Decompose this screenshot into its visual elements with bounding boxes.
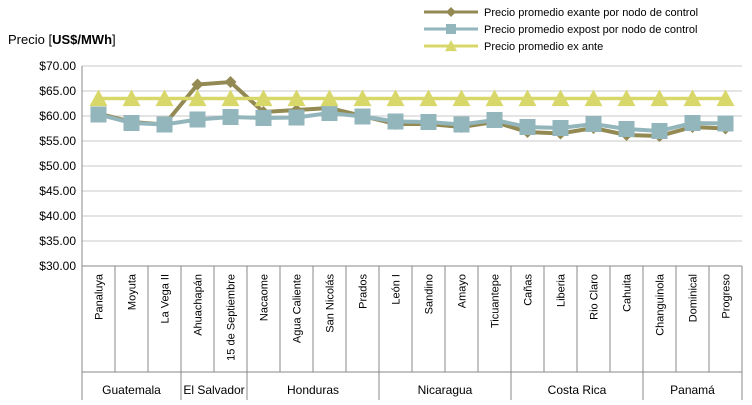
x-tick-label: Ahuachapán: [193, 274, 205, 336]
y-tick-label: $60.00: [39, 109, 76, 123]
group-label: Panamá: [670, 383, 715, 397]
x-tick-label: La Vega II: [160, 274, 172, 324]
y-tick-label: $55.00: [39, 134, 76, 148]
y-tick-label: $30.00: [39, 259, 76, 273]
y-tick-label: $35.00: [39, 234, 76, 248]
data-point: [89, 89, 108, 107]
y-tick-label: $50.00: [39, 159, 76, 173]
group-label: Honduras: [287, 383, 339, 397]
data-point: [452, 89, 471, 107]
x-tick-label: Dominical: [688, 274, 700, 322]
data-point: [453, 116, 470, 133]
data-point: [255, 110, 272, 126]
data-point: [191, 78, 204, 91]
data-point: [224, 76, 237, 88]
data-point: [585, 116, 602, 132]
data-point: [651, 123, 668, 139]
legend-label: Precio promedio ex ante: [484, 41, 603, 53]
data-point: [221, 89, 240, 107]
y-tick-label: $45.00: [39, 184, 76, 198]
legend-swatch-marker: [445, 40, 457, 52]
data-point: [684, 115, 701, 131]
x-tick-label: Amayo: [457, 274, 469, 308]
x-tick-label: Sandino: [424, 274, 436, 314]
data-point: [420, 114, 437, 130]
x-tick-label: León I: [391, 274, 403, 305]
data-point: [419, 89, 438, 107]
x-tick-label: Nacaome: [259, 274, 271, 321]
data-point: [156, 116, 173, 133]
y-axis-title-prefix: Precio [: [8, 32, 53, 47]
data-point: [354, 108, 371, 125]
x-tick-label: Agua Caliente: [292, 274, 304, 343]
data-point: [189, 111, 206, 128]
data-point: [287, 89, 306, 107]
legend-label: Precio promedio exante por nodo de contr…: [484, 7, 698, 19]
legend-swatch-marker: [446, 7, 456, 17]
x-tick-label: Moyuta: [127, 273, 139, 310]
data-point: [518, 89, 537, 107]
legend-label: Precio promedio expost por nodo de contr…: [484, 24, 697, 36]
data-point: [321, 105, 338, 121]
y-tick-label: $70.00: [39, 59, 76, 73]
group-label: Costa Rica: [548, 383, 607, 397]
data-point: [90, 106, 107, 123]
data-point: [387, 113, 404, 130]
y-tick-label: $65.00: [39, 84, 76, 98]
x-tick-label: Liberia: [556, 273, 568, 307]
data-point: [254, 89, 273, 107]
y-tick-label: $40.00: [39, 209, 76, 223]
data-point: [486, 112, 503, 128]
data-point: [222, 109, 239, 125]
data-point: [683, 89, 702, 107]
y-axis-title-unit: US$/MWh: [52, 32, 113, 47]
x-tick-label: San Nicolás: [325, 274, 337, 333]
data-point: [122, 89, 141, 107]
x-tick-label: Rio Claro: [589, 274, 601, 320]
x-tick-label: Cañas: [523, 274, 535, 306]
data-point: [123, 115, 140, 131]
data-point: [485, 89, 504, 107]
data-point: [155, 89, 174, 107]
data-point: [617, 89, 636, 107]
data-point: [188, 89, 207, 107]
data-point: [551, 89, 570, 107]
y-axis-title-suffix: ]: [112, 32, 116, 47]
data-point: [353, 89, 372, 107]
legend-swatch-marker: [446, 24, 456, 34]
data-point: [584, 89, 603, 107]
data-point: [717, 115, 734, 132]
group-label: El Salvador: [183, 383, 244, 397]
x-tick-label: 15 de Septiembre: [226, 274, 238, 361]
data-point: [618, 121, 635, 137]
data-point: [716, 89, 735, 107]
data-point: [519, 119, 536, 135]
x-tick-label: Cahuita: [622, 273, 634, 312]
group-label: Nicaragua: [418, 383, 473, 397]
x-tick-label: Progreso: [721, 274, 733, 319]
y-axis-title: Precio [US$/MWh]: [8, 32, 116, 47]
x-tick-label: Changuinola: [655, 273, 667, 336]
data-point: [552, 120, 569, 136]
x-tick-label: Panaluya: [94, 273, 106, 320]
x-tick-label: Ticuantepe: [490, 274, 502, 328]
data-point: [386, 89, 405, 107]
data-point: [650, 89, 669, 107]
data-point: [320, 89, 339, 107]
group-label: Guatemala: [102, 383, 161, 397]
x-tick-label: Prados: [358, 274, 370, 309]
data-point: [288, 109, 305, 126]
